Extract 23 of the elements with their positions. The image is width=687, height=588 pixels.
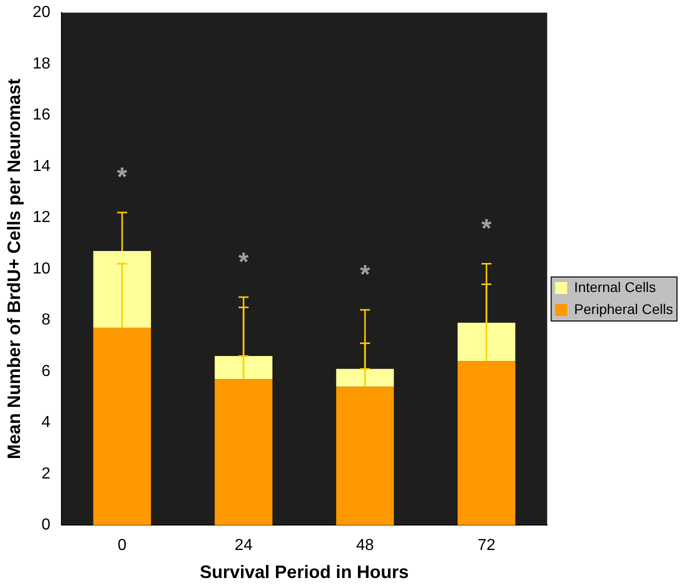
- y-tick-label: 14: [32, 158, 50, 175]
- y-tick-label: 4: [41, 414, 50, 432]
- y-tick-label: 6: [41, 362, 50, 380]
- annotation: *: [238, 246, 250, 276]
- y-axis-title: Mean Number of BrdU+ Cells per Neuromast: [4, 78, 24, 460]
- y-tick-label: 8: [41, 312, 50, 329]
- legend-label: Peripheral Cells: [574, 300, 674, 317]
- y-tick-label: 18: [32, 55, 50, 72]
- x-tick-label: 0: [118, 537, 127, 554]
- x-tick-label: 48: [356, 537, 374, 554]
- x-tick-label: 24: [234, 537, 253, 554]
- x-axis-title: Survival Period in Hours: [200, 562, 409, 582]
- annotation: *: [360, 259, 371, 290]
- y-tick-label: 20: [32, 4, 50, 22]
- legend-label: Internal Cells: [574, 278, 656, 295]
- y-tick-label: 2: [41, 465, 50, 482]
- annotation: *: [481, 212, 492, 243]
- y-tick-label: 0: [41, 516, 50, 534]
- y-tick-label: 16: [32, 106, 50, 124]
- y-tick-label: 12: [32, 209, 50, 226]
- annotation: *: [117, 162, 128, 192]
- x-tick-label: 72: [478, 537, 496, 554]
- y-tick-label: 10: [32, 260, 50, 278]
